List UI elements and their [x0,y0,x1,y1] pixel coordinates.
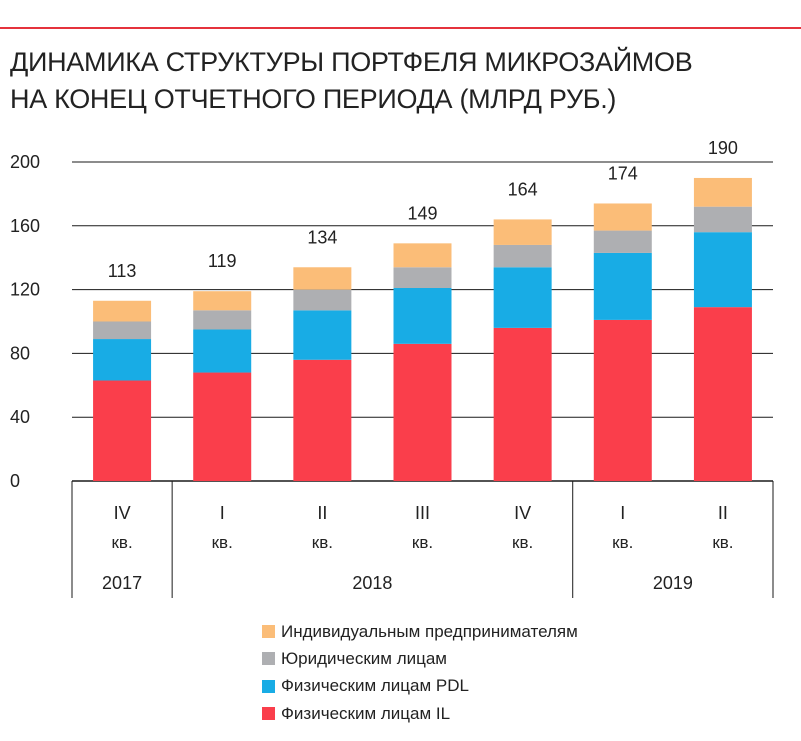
legend-swatch-pdl [262,679,275,693]
legend-item-pdl: Физическим лицам PDL [262,673,578,700]
y-tick-label-160: 160 [10,216,40,236]
x-tick-suffix-2: кв. [312,533,333,552]
bar-segment-ip-6 [693,177,752,207]
y-tick-label-40: 40 [10,407,30,427]
legend-item-il: Физическим лицам IL [262,700,578,727]
total-label-4: 164 [508,179,538,199]
year-label-2019: 2019 [653,573,693,593]
bar-segment-pdl-1 [193,329,252,373]
legend-item-legal: Юридическим лицам [262,645,578,672]
bar-segment-ip-3 [393,243,452,268]
bar-segment-legal-5 [593,230,652,253]
bar-segment-pdl-2 [293,310,352,360]
bar-segment-ip-1 [193,291,252,311]
total-label-3: 149 [407,203,437,223]
bar-segment-legal-0 [93,321,152,340]
year-label-2018: 2018 [352,573,392,593]
top-accent-rule [0,27,801,29]
y-tick-label-80: 80 [10,343,30,363]
y-tick-label-120: 120 [10,280,40,300]
bar-segment-il-6 [693,307,752,481]
chart-title-line-1: ДИНАМИКА СТРУКТУРЫ ПОРТФЕЛЯ МИКРОЗАЙМОВ [10,47,693,77]
x-tick-quarter-4: IV [514,503,531,523]
legend-label-pdl: Физическим лицам PDL [281,676,469,696]
chart-title-line-2: НА КОНЕЦ ОТЧЕТНОГО ПЕРИОДА (МЛРД РУБ.) [10,84,617,114]
x-tick-suffix-4: кв. [512,533,533,552]
legend-swatch-ip [262,625,275,639]
bar-segment-legal-6 [693,206,752,233]
total-label-6: 190 [708,138,738,158]
bar-segment-ip-0 [93,300,152,322]
legend-label-il: Физическим лицам IL [281,703,451,723]
bar-segment-il-4 [493,327,552,481]
x-tick-quarter-1: I [220,503,225,523]
legend-label-ip: Индивидуальным предпринимателям [281,621,578,641]
total-label-0: 113 [108,261,137,281]
bar-segment-legal-1 [193,310,252,330]
bar-segment-legal-4 [493,244,552,268]
bar-segment-pdl-4 [493,267,552,328]
x-tick-quarter-5: I [620,503,625,523]
x-tick-suffix-5: кв. [612,533,633,552]
chart-legend: Индивидуальным предпринимателям Юридичес… [262,618,578,727]
legend-swatch-legal [262,652,275,666]
bar-segment-il-1 [193,372,252,481]
legend-label-legal: Юридическим лицам [281,648,447,668]
x-tick-suffix-6: кв. [712,533,733,552]
bar-segment-ip-5 [593,203,652,231]
bar-segment-pdl-5 [593,252,652,320]
bar-segment-ip-2 [293,267,352,290]
bar-segment-il-3 [393,343,452,481]
total-label-2: 134 [307,227,337,247]
bar-segment-pdl-3 [393,288,452,344]
y-tick-label-200: 200 [10,152,40,172]
x-tick-suffix-3: кв. [412,533,433,552]
legend-swatch-il [262,707,275,721]
y-tick-label-0: 0 [10,471,20,491]
stacked-bar-chart: 0 40 80 120 160 200 113 119 134 149 164 174 190 IV кв.… [10,138,774,598]
year-label-2017: 2017 [102,573,142,593]
chart-title: ДИНАМИКА СТРУКТУРЫ ПОРТФЕЛЯ МИКРОЗАЙМОВ … [10,44,790,118]
bar-segment-pdl-6 [693,232,752,308]
bar-segment-il-2 [293,359,352,481]
total-label-5: 174 [608,163,638,183]
bar-segment-legal-3 [393,267,452,289]
bar-segment-pdl-0 [93,339,152,381]
x-tick-quarter-3: III [415,503,430,523]
legend-item-ip: Индивидуальным предпринимателям [262,618,578,645]
total-label-1: 119 [208,251,237,271]
bar-segment-ip-4 [493,219,552,245]
bar-segment-il-5 [593,319,652,481]
x-tick-suffix-1: кв. [212,533,233,552]
x-tick-quarter-6: II [718,503,728,523]
bar-segment-il-0 [93,380,152,481]
bar-segment-legal-2 [293,289,352,311]
x-tick-quarter-2: II [317,503,327,523]
x-tick-quarter-0: IV [114,503,131,523]
x-tick-suffix-0: кв. [111,533,132,552]
